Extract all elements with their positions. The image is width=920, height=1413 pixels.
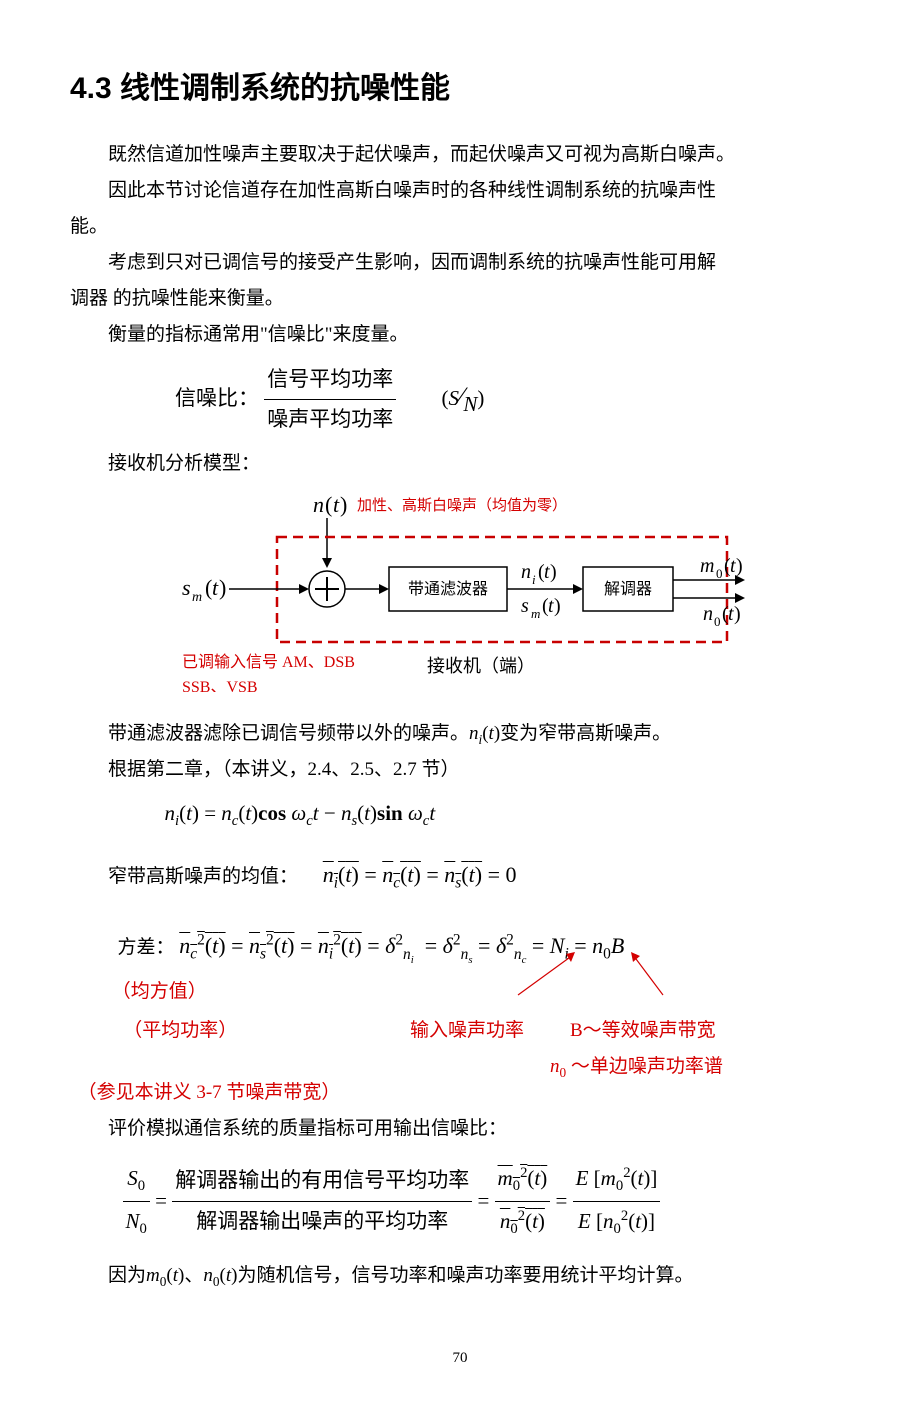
para-6: 带通滤波器滤除已调信号频带以外的噪声。ni(t)变为窄带高斯噪声。 xyxy=(70,716,850,752)
para-7: 根据第二章，（本讲义，2.4、2.5、2.7 节） xyxy=(70,752,850,788)
variance-line: 方差： nc2(t) = ns2(t) = ni2(t) = δ2ni = δ2… xyxy=(118,925,851,970)
annot-bandwidth: B～等效噪声带宽 xyxy=(570,1013,716,1049)
snr-num: 信号平均功率 xyxy=(264,360,396,401)
svg-text:已调输入信号 AM、DSB: 已调输入信号 AM、DSB xyxy=(182,653,355,671)
para-4: 衡量的指标通常用"信噪比"来度量。 xyxy=(70,317,850,353)
para-11: 因为m0(t)、n0(t)为随机信号，信号功率和噪声功率要用统计平均计算。 xyxy=(70,1258,850,1294)
section-title: 4.3 线性调制系统的抗噪性能 xyxy=(70,60,850,117)
para-3a: 考虑到只对已调信号的接受产生影响，因而调制系统的抗噪声性能可用解 xyxy=(70,245,850,281)
svg-text:): ) xyxy=(734,603,741,625)
svg-text:): ) xyxy=(340,492,347,517)
svg-text:0: 0 xyxy=(714,614,721,629)
svg-text:t: t xyxy=(212,575,219,600)
para-2b: 能。 xyxy=(70,209,850,245)
page-number: 70 xyxy=(70,1344,850,1373)
svg-text:n: n xyxy=(703,603,713,625)
svg-text:SSB、VSB: SSB、VSB xyxy=(182,679,258,692)
svg-text:m: m xyxy=(700,555,714,577)
s0n0-den-text: 解调器输出噪声的平均功率 xyxy=(172,1202,472,1242)
svg-text:接收机（端）: 接收机（端） xyxy=(427,656,535,676)
s0n0-num-text: 解调器输出的有用信号平均功率 xyxy=(172,1161,472,1202)
snr-definition: 信噪比： 信号平均功率 噪声平均功率 (S⁄N) xyxy=(175,360,850,441)
svg-text:t: t xyxy=(333,492,340,517)
mean-line: 窄带高斯噪声的均值： ni(t) = nc(t) = ns(t) = 0 xyxy=(108,854,850,898)
svg-text:0: 0 xyxy=(716,566,723,581)
svg-text:n: n xyxy=(521,561,531,583)
svg-text:): ) xyxy=(219,575,226,600)
svg-text:i: i xyxy=(532,572,536,587)
para-3b: 调器 的抗噪性能来衡量。 xyxy=(70,281,850,317)
svg-text:解调器: 解调器 xyxy=(604,580,652,598)
svg-text:(: ( xyxy=(325,492,332,517)
receiver-diagram: n ( t ) 加性、高斯白噪声（均值为零） s m ( t ) 带通滤波器 n… xyxy=(127,492,850,705)
para-2a: 因此本节讨论信道存在加性高斯白噪声时的各种线性调制系统的抗噪声性 xyxy=(70,173,850,209)
annot-avg-power: （平均功率） xyxy=(123,1020,237,1041)
annot-ref: （参见本讲义 3-7 节噪声带宽） xyxy=(78,1075,850,1111)
annot-input-noise: 输入噪声功率 xyxy=(410,1013,524,1049)
svg-text:s: s xyxy=(182,575,191,600)
para-5: 接收机分析模型： xyxy=(70,446,850,482)
svg-text:): ) xyxy=(736,555,743,577)
svg-text:): ) xyxy=(550,561,557,583)
svg-text:m: m xyxy=(531,606,540,621)
eq-s0n0: S0 N0 = 解调器输出的有用信号平均功率 解调器输出噪声的平均功率 = m0… xyxy=(123,1159,851,1244)
para-1: 既然信道加性噪声主要取决于起伏噪声，而起伏噪声又可视为高斯白噪声。 xyxy=(70,137,850,173)
eq-ni: ni(t) = nc(t)cos ωct − ns(t)sin ωct xyxy=(165,794,851,836)
svg-text:): ) xyxy=(554,595,561,617)
svg-text:m: m xyxy=(192,590,202,605)
annot-psd: n0 ～单边噪声功率谱 xyxy=(550,1049,723,1085)
snr-den: 噪声平均功率 xyxy=(264,400,396,440)
snr-label: 信噪比： xyxy=(175,386,259,410)
svg-text:带通滤波器: 带通滤波器 xyxy=(408,580,488,598)
para-10: 评价模拟通信系统的质量指标可用输出信噪比： xyxy=(70,1111,850,1147)
svg-text:加性、高斯白噪声（均值为零）: 加性、高斯白噪声（均值为零） xyxy=(357,496,567,514)
svg-text:s: s xyxy=(521,595,529,617)
svg-text:n: n xyxy=(313,492,324,517)
